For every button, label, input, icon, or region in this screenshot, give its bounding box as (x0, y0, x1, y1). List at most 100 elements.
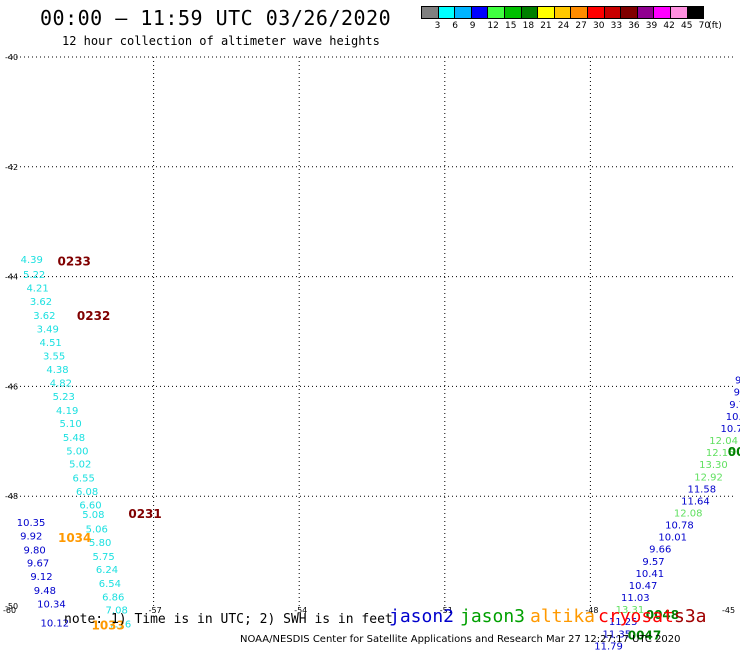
color-scale-labels: 3 6 9 12 15 18 21 24 27 30 33 36 39 42 45 70 (ft) (421, 21, 740, 35)
wave-height-point: 3.55 (43, 351, 65, 362)
scale-swatch (686, 6, 705, 19)
legend-altika: altika (530, 606, 596, 627)
wave-height-point: 5.80 (89, 538, 111, 549)
pass-time-label: 0232 (77, 309, 110, 323)
wave-height-point: 11.58 (687, 484, 716, 495)
wave-height-point: 9. (735, 376, 740, 387)
wave-height-point: 3.49 (37, 325, 59, 336)
wave-height-point: 10.01 (658, 533, 687, 544)
legend-jason2: jason2 (389, 606, 455, 627)
pass-time-label: 0233 (58, 255, 91, 269)
wave-height-point: 10.41 (636, 569, 665, 580)
wave-height-point: 9.67 (27, 558, 49, 569)
wave-height-point: 5.06 (86, 524, 108, 535)
wave-height-point: 6.60 (79, 500, 101, 511)
scale-label: 39 (645, 21, 658, 31)
wave-height-point: 6.24 (96, 565, 118, 576)
scale-label: 36 (628, 21, 640, 31)
units-note: note: 1) Time is in UTC; 2) SWH is in fe… (64, 612, 393, 627)
wave-height-point: 3.62 (30, 297, 52, 308)
scale-label: 70 (698, 21, 711, 31)
wave-height-point: 12.04 (709, 436, 738, 447)
wave-height-point: 11.03 (621, 593, 650, 604)
wave-height-point: 9.12 (30, 572, 52, 583)
wave-height-point: 5.48 (63, 433, 85, 444)
x-tick-label: -45 (722, 606, 735, 615)
wave-height-point: 13.31 (616, 605, 645, 616)
wave-height-point: 7.08 (106, 606, 128, 617)
y-tick-label: -48 (5, 492, 18, 501)
scale-label: 12 (487, 21, 499, 31)
wave-height-point: 4.39 (21, 255, 43, 266)
scale-label: 33 (610, 21, 623, 31)
wave-height-point: 4.21 (26, 283, 48, 294)
x-tick-label: -57 (149, 606, 162, 615)
wave-height-point: 11.79 (594, 641, 623, 650)
wave-height-point: 5.02 (69, 460, 91, 471)
scale-label: 15 (505, 21, 517, 31)
wave-height-point: 6.55 (73, 473, 95, 484)
wave-height-point: 5.10 (59, 419, 81, 430)
wave-height-point: 10.47 (629, 581, 658, 592)
scale-label: 18 (522, 21, 535, 31)
scale-label: 30 (593, 21, 605, 31)
scale-label: 3 (434, 21, 441, 31)
scale-label: 21 (540, 21, 552, 31)
wave-height-point: 5.75 (92, 552, 114, 563)
scale-label: 9 (469, 21, 476, 31)
wave-height-point: 4.51 (40, 338, 62, 349)
x-tick-label: -51 (440, 606, 453, 615)
wave-height-point: 12.16 (706, 448, 735, 459)
wave-height-point: 5.23 (53, 392, 75, 403)
wave-height-point: 5.22 (23, 270, 45, 281)
wave-height-point: 9.80 (24, 545, 46, 556)
wave-height-point: 10.12 (41, 618, 70, 629)
wave-height-point: 10.46 (726, 412, 740, 423)
x-tick-label: -60 (3, 606, 16, 615)
scale-label: 24 (557, 21, 570, 31)
pass-time-label: 004 (728, 445, 740, 459)
wave-height-point: 12.08 (674, 509, 703, 520)
y-tick-label: -42 (5, 163, 18, 172)
scale-label: 45 (681, 21, 693, 31)
wave-height-point: 13.30 (699, 460, 728, 471)
wave-height-point: 4.38 (46, 365, 68, 376)
wave-height-point: 9.66 (649, 545, 671, 556)
wave-height-point: 10.78 (665, 521, 694, 532)
wave-height-point: 9.71 (729, 400, 740, 411)
color-scale-bar (421, 6, 705, 19)
pass-time-label: 0231 (128, 507, 161, 521)
pass-time-label: 1033 (91, 619, 124, 633)
y-tick-label: -50 (5, 602, 18, 611)
legend-s3a: s3a (674, 606, 707, 627)
pass-time-label: 0048 (646, 608, 679, 622)
footer-credit: NOAA/NESDIS Center for Satellite Applica… (240, 634, 681, 645)
wave-height-point: 9.57 (642, 557, 664, 568)
y-tick-label: -46 (5, 382, 18, 391)
wave-height-point: 11.35 (603, 629, 632, 640)
scale-label: (ft) (708, 21, 722, 31)
wave-height-point: 7.16 (109, 619, 131, 630)
wave-height-point: 6.08 (76, 487, 98, 498)
wave-height-point: 9.92 (20, 532, 42, 543)
wave-height-point: 3.62 (33, 311, 55, 322)
wave-height-point: 5.00 (66, 446, 88, 457)
wave-height-point: 12.92 (694, 472, 723, 483)
page-title: 00:00 – 11:59 UTC 03/26/2020 (40, 6, 392, 30)
wave-height-point: 10.35 (17, 518, 46, 529)
legend-cryosat: cryosat (598, 606, 674, 627)
pass-time-label: 0047 (628, 628, 661, 642)
wave-height-point: 11.64 (681, 496, 710, 507)
pass-time-label: 1034 (58, 531, 91, 545)
wave-height-point: 10.73 (720, 424, 740, 435)
wave-height-point: 10.34 (37, 600, 66, 611)
x-tick-label: -48 (585, 606, 598, 615)
scale-label: 27 (575, 21, 587, 31)
legend-jason3: jason3 (460, 606, 526, 627)
scale-label: 42 (663, 21, 675, 31)
wave-height-point: 4.82 (50, 378, 72, 389)
y-tick-label: -44 (5, 273, 18, 282)
x-tick-label: -54 (294, 606, 307, 615)
